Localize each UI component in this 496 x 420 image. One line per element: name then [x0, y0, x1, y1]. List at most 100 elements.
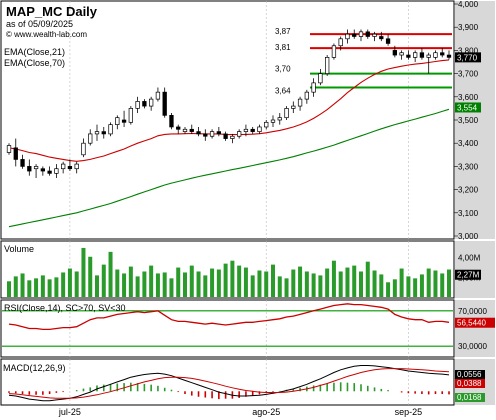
volume-bar [230, 260, 235, 297]
candle-body [47, 170, 52, 174]
volume-bar [277, 276, 282, 297]
candle-body [277, 117, 282, 121]
volume-last-label: 2,27M [457, 271, 480, 280]
candle-body [297, 98, 303, 107]
candle-body [115, 117, 120, 125]
volume-bar [115, 269, 120, 297]
macd-last-label: 0,0168 [457, 393, 482, 402]
price-axis-band [455, 1, 495, 239]
volume-bar [223, 263, 228, 297]
volume-bar [379, 274, 384, 297]
candle-body [426, 54, 431, 58]
candle-body [311, 82, 316, 93]
volume-series [7, 247, 451, 297]
x-tick-label: jul-25 [58, 407, 81, 417]
axis-labels: jul-25 ago-25 sep-25 4,000 3,900 3,800 3,700 3,… [58, 0, 495, 417]
macd-signal-line [8, 368, 450, 399]
rsi-line [8, 303, 450, 331]
level-label: 3,87 [275, 27, 291, 36]
volume-bar [142, 271, 147, 297]
volume-bar [365, 261, 370, 297]
rsi-panel [0, 299, 455, 358]
volume-bar [122, 273, 127, 297]
candle-body [121, 119, 127, 123]
candle-body [54, 168, 59, 174]
candle-body [135, 101, 140, 109]
volume-axis-band [455, 241, 495, 298]
volume-bar [196, 271, 201, 297]
volume-bar [298, 266, 303, 297]
candle-body [189, 128, 194, 132]
volume-bar [237, 265, 242, 297]
macd-last-tag [455, 370, 485, 379]
candle-body [358, 31, 364, 37]
volume-bar [264, 271, 269, 297]
volume-bar [210, 268, 215, 297]
chart-source: © www.wealth-lab.com [6, 30, 87, 39]
candle-body [67, 166, 73, 170]
candle-body [27, 166, 32, 172]
last-price-tag [455, 52, 481, 63]
candle-body [20, 159, 25, 167]
candle-body [13, 147, 18, 160]
rsi-last-tag [455, 317, 495, 328]
volume-bar [216, 269, 221, 297]
volume-bar [426, 268, 431, 297]
volume-bar [176, 267, 181, 297]
volume-bar [81, 247, 86, 297]
price-panel [0, 0, 455, 240]
volume-bar [392, 279, 397, 297]
candle-body [209, 131, 215, 137]
volume-bar [352, 265, 357, 297]
y-tick-label: 3,300 [458, 162, 479, 171]
macd-series [8, 365, 450, 402]
volume-bar [257, 270, 262, 297]
volume-bar [203, 275, 208, 297]
volume-bar [359, 271, 363, 297]
ema21-line [8, 59, 450, 162]
candle-body [162, 91, 167, 116]
candle-body [182, 128, 188, 132]
volume-bar [338, 271, 343, 297]
candle-body [61, 163, 66, 170]
volume-bar [101, 264, 106, 297]
volume-bar [135, 276, 140, 297]
ema70-label: 3,554 [457, 103, 478, 112]
volume-bar [128, 266, 133, 297]
volume-bar [61, 272, 66, 297]
candle-body [142, 101, 147, 107]
last-price-label: 3,770 [457, 53, 478, 62]
volume-bar [20, 273, 25, 297]
volume-bar [162, 272, 167, 297]
volume-bar [34, 278, 39, 297]
y-tick-label: 3,600 [458, 93, 479, 102]
y-tick-label: 4,000 [458, 0, 479, 9]
candle-body [419, 52, 425, 58]
candle-body [338, 38, 343, 47]
volume-bar [311, 273, 316, 297]
candle-body [169, 115, 174, 128]
volume-bar [372, 270, 377, 297]
candle-body [243, 128, 249, 132]
volume-bar [27, 280, 32, 297]
rsi-series [2, 303, 453, 347]
macd-line [8, 365, 450, 402]
y-tick-label: 3,800 [458, 46, 479, 55]
volume-bar [250, 275, 255, 297]
candle-body [40, 168, 45, 172]
candle-body [216, 131, 221, 135]
volume-bar [54, 277, 59, 297]
volume-bar [7, 281, 11, 297]
candle-body [433, 52, 438, 58]
volume-bar [149, 265, 154, 297]
candle-body [379, 36, 384, 40]
volume-bar [108, 251, 113, 297]
candle-body [6, 145, 12, 153]
candle-body [291, 105, 296, 109]
candle-body [440, 52, 445, 56]
level-label: 3,64 [275, 87, 291, 96]
macd-last-tag [455, 379, 485, 388]
volume-bar [243, 267, 248, 297]
candle-body [284, 108, 289, 119]
